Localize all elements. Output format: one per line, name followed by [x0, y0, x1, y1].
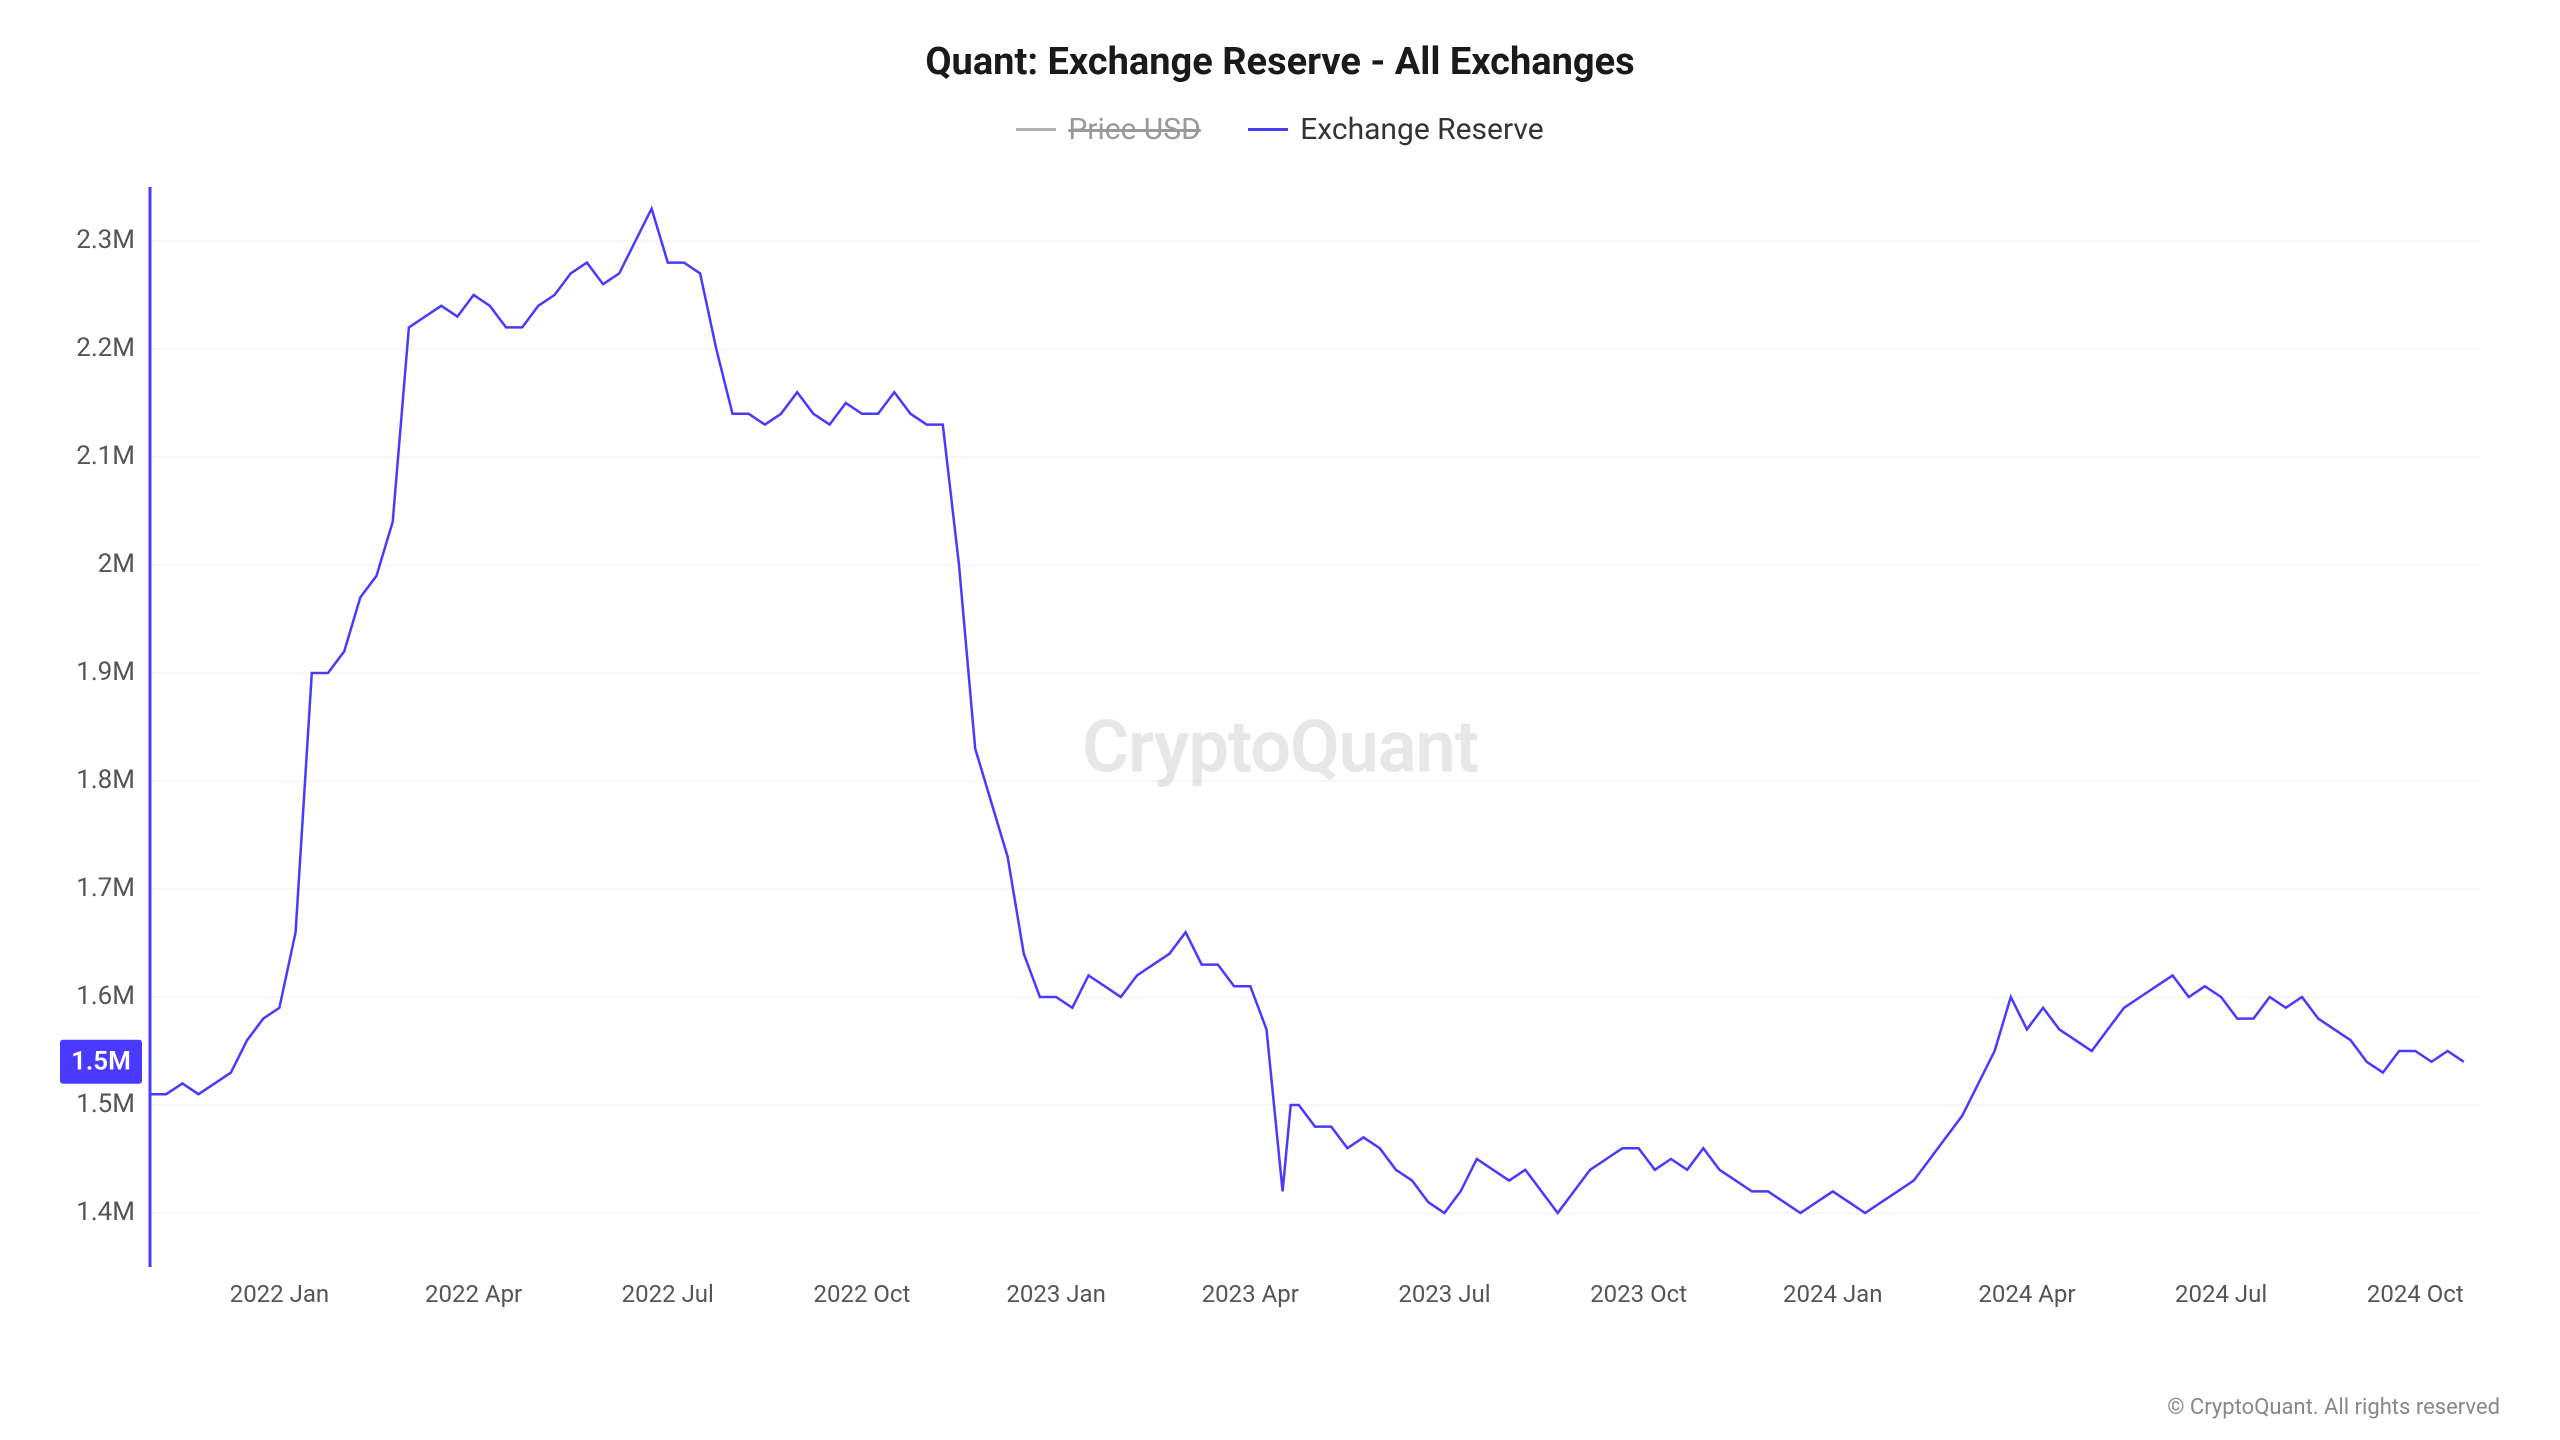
svg-text:2024 Jan: 2024 Jan — [1783, 1280, 1882, 1308]
chart-svg: 1.4M 1.5M 1.6M 1.7M 1.8M 1.9M 2M 2.1M 2.2M 2.3M 20… — [60, 177, 2500, 1317]
legend-line-price — [1016, 128, 1056, 131]
svg-text:2022 Jul: 2022 Jul — [622, 1280, 714, 1308]
svg-text:2023 Apr: 2023 Apr — [1202, 1280, 1299, 1308]
svg-text:2023 Oct: 2023 Oct — [1590, 1280, 1687, 1308]
legend-line-reserve — [1248, 128, 1288, 131]
svg-text:2024 Apr: 2024 Apr — [1978, 1280, 2075, 1308]
svg-text:2.2M: 2.2M — [76, 333, 135, 363]
svg-text:2.1M: 2.1M — [76, 441, 135, 471]
svg-text:2022 Oct: 2022 Oct — [814, 1280, 911, 1308]
chart-container: Quant: Exchange Reserve - All Exchanges … — [0, 0, 2560, 1440]
legend-item-reserve[interactable]: Exchange Reserve — [1248, 112, 1543, 147]
svg-text:2022 Jan: 2022 Jan — [230, 1280, 329, 1308]
svg-text:2022 Apr: 2022 Apr — [425, 1280, 522, 1308]
legend-item-price[interactable]: Price USD — [1016, 112, 1200, 147]
svg-text:1.5M: 1.5M — [76, 1089, 135, 1119]
svg-text:1.9M: 1.9M — [76, 657, 135, 687]
chart-title: Quant: Exchange Reserve - All Exchanges — [60, 40, 2500, 84]
svg-text:2023 Jan: 2023 Jan — [1006, 1280, 1105, 1308]
plot-area[interactable]: CryptoQuant 1.4M1.5M1.6M1.7M1.8M1.9M2M2.… — [60, 177, 2500, 1317]
svg-text:2M: 2M — [98, 549, 135, 579]
svg-text:2.3M: 2.3M — [76, 225, 135, 255]
svg-text:1.4M: 1.4M — [76, 1197, 135, 1227]
svg-text:2024 Jul: 2024 Jul — [2175, 1280, 2267, 1308]
svg-text:1.5M: 1.5M — [71, 1047, 131, 1077]
svg-text:2023 Jul: 2023 Jul — [1398, 1280, 1490, 1308]
legend-label-reserve: Exchange Reserve — [1300, 112, 1543, 147]
legend-label-price: Price USD — [1068, 112, 1200, 147]
svg-text:2024 Oct: 2024 Oct — [2367, 1280, 2464, 1308]
chart-legend: Price USD Exchange Reserve — [60, 104, 2500, 147]
svg-text:1.8M: 1.8M — [76, 765, 135, 795]
svg-text:1.7M: 1.7M — [76, 873, 135, 903]
copyright-text: © CryptoQuant. All rights reserved — [2167, 1395, 2500, 1420]
svg-text:1.6M: 1.6M — [76, 981, 135, 1011]
